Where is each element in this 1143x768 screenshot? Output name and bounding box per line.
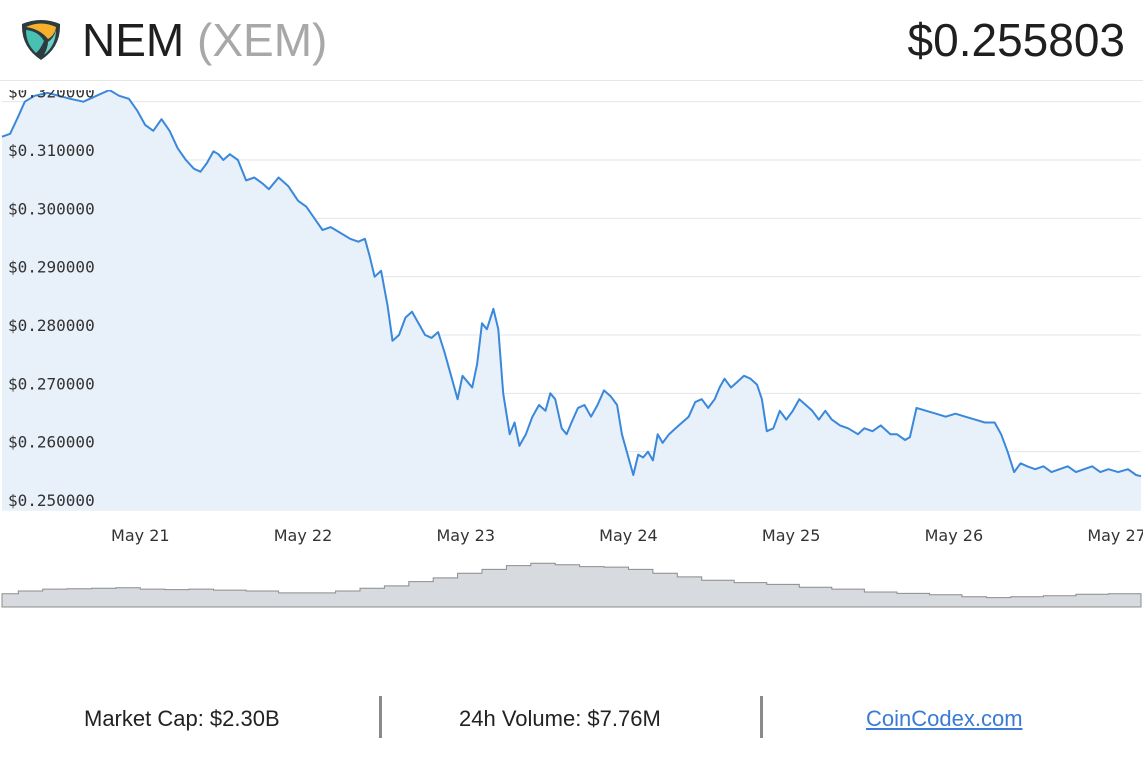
volume-navigator-area (1, 562, 1142, 608)
x-tick-label: May 22 (274, 526, 333, 545)
y-tick-label: $0.320000 (8, 90, 95, 102)
current-price: $0.255803 (907, 14, 1125, 66)
coin-name: NEM (82, 14, 185, 66)
x-tick-label: May 23 (436, 526, 495, 545)
x-tick-label: May 27 (1087, 526, 1143, 545)
y-tick-label: $0.290000 (8, 258, 95, 277)
x-tick-label: May 25 (762, 526, 821, 545)
volume-24h-stat: 24h Volume: $7.76M (459, 706, 661, 731)
y-tick-label: $0.310000 (8, 141, 95, 160)
stats-footer: Market Cap: $2.30B 24h Volume: $7.76M Co… (0, 690, 1143, 750)
y-tick-label: $0.260000 (8, 433, 95, 452)
coincodex-link[interactable]: CoinCodex.com (866, 706, 1023, 731)
y-tick-label: $0.280000 (8, 316, 95, 335)
price-chart[interactable]: $0.250000 $0.260000 $0.270000 $0.280000 $0.2… (0, 83, 1143, 615)
coin-symbol: (XEM) (197, 14, 328, 66)
nem-logo-icon (21, 20, 61, 60)
price-area (2, 90, 1141, 510)
price-line (1, 89, 1142, 478)
x-tick-label: May 24 (599, 526, 658, 545)
footer-divider (379, 696, 382, 738)
x-tick-label: May 21 (111, 526, 170, 545)
market-cap-stat: Market Cap: $2.30B (84, 706, 280, 731)
coin-header: NEM (XEM) $0.255803 (0, 0, 1143, 81)
x-tick-label: May 26 (925, 526, 984, 545)
coin-title: NEM (XEM) (82, 10, 327, 70)
y-tick-label: $0.270000 (8, 374, 95, 393)
y-tick-label: $0.250000 (8, 491, 95, 510)
y-tick-label: $0.300000 (8, 199, 95, 218)
price-chart-svg[interactable]: $0.250000 $0.260000 $0.270000 $0.280000 $0.2… (0, 83, 1143, 610)
footer-divider (760, 696, 763, 738)
